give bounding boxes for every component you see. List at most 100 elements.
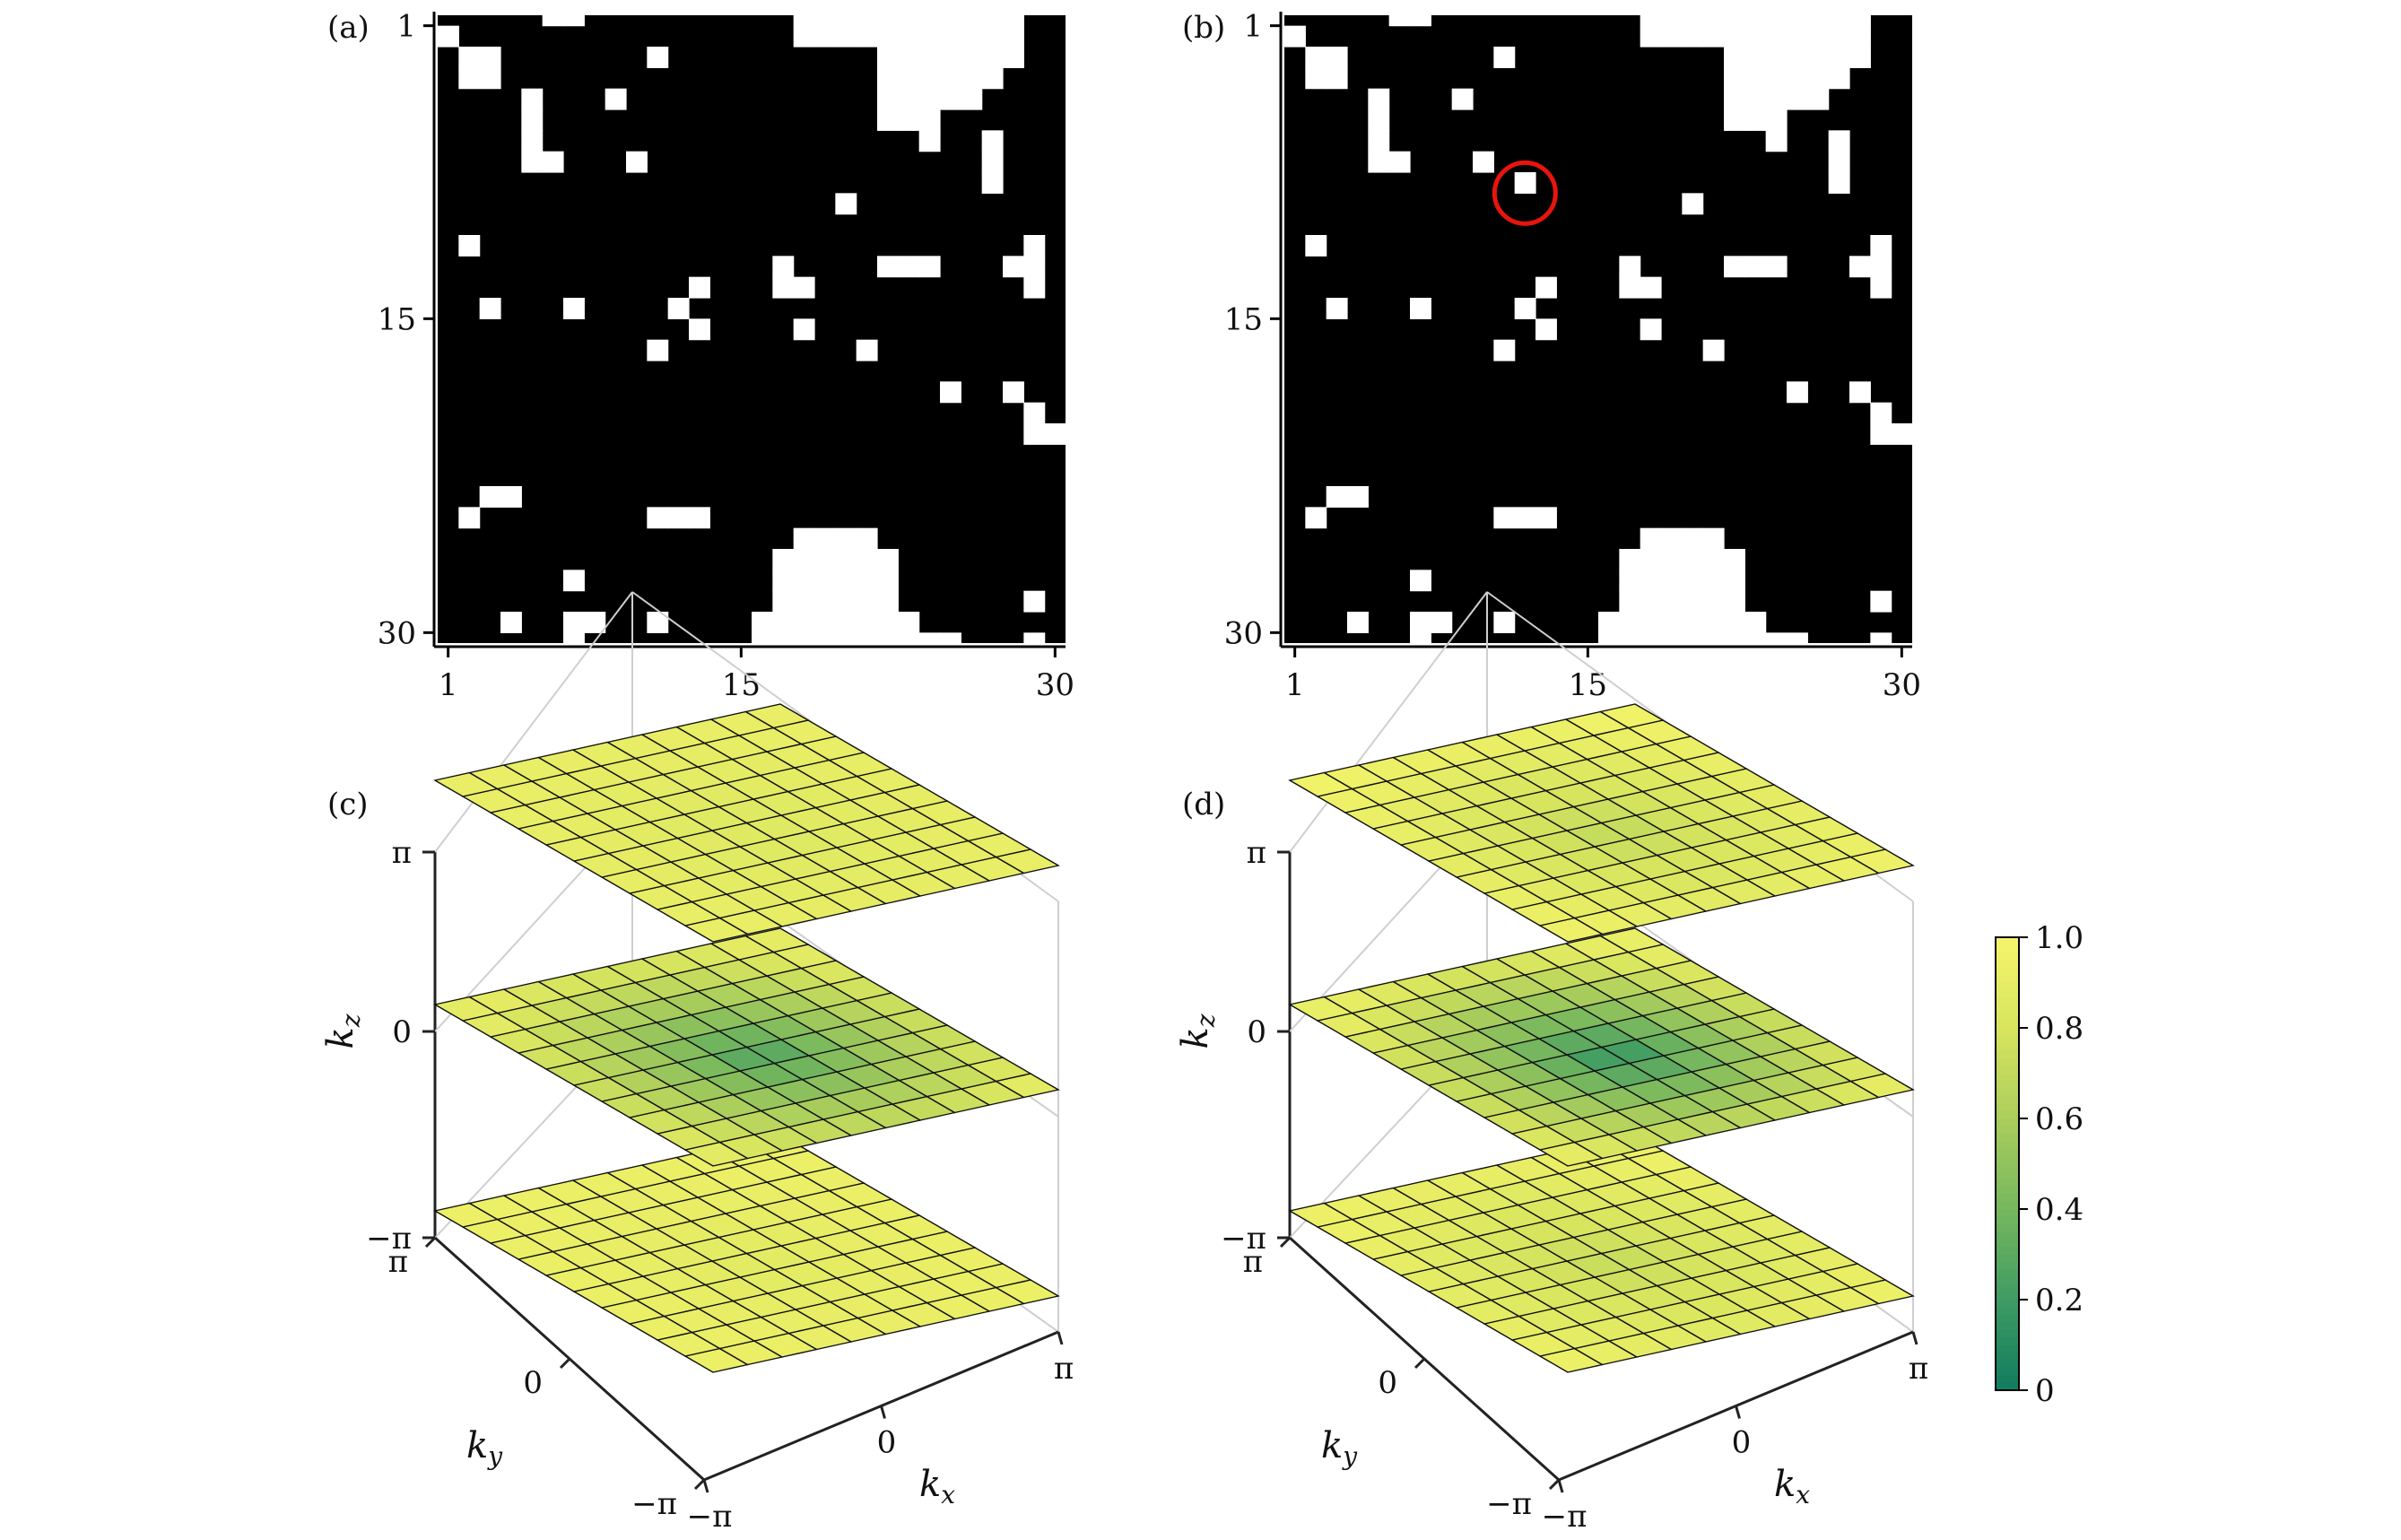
heatmap-cell [1724,47,1745,68]
kx-tick-label: 0 [1732,1425,1752,1461]
colorbar-segment [1996,1337,2019,1346]
heatmap-cell [918,256,941,278]
heatmap-cell [1870,590,1892,613]
surface-patch [744,927,810,953]
heatmap-cell [479,298,501,319]
heatmap-cell [479,67,501,90]
heatmap-cell [1023,235,1046,257]
heatmap-cell [1661,549,1683,570]
kx-tick [1557,1479,1564,1493]
colorbar-segment [1996,1073,2019,1082]
colorbar-segment [1996,1382,2019,1391]
colorbar-segment [1996,1066,2019,1075]
heatmap-cell [1284,25,1306,48]
heatmap-cell [521,151,544,173]
colorbar-segment [1996,1375,2019,1384]
heatmap-cell [814,549,836,570]
colorbar-segment [1996,975,2019,984]
colorbar-segment [1996,1194,2019,1203]
ky-tick-label: −π [631,1486,677,1522]
heatmap-cell [918,67,941,90]
heatmap-cell [1787,381,1808,404]
heatmap-cell [542,151,564,173]
colorbar-segment [1996,1148,2019,1158]
y-tick-label: 15 [1224,301,1263,337]
heatmap-cell [1702,612,1725,633]
heatmap-cell [1787,67,1808,90]
heatmap-cell [1003,47,1024,68]
heatmap-cell [647,47,669,68]
kz-tick-label: 0 [1247,1014,1266,1050]
ky-tick-label: π [1243,1244,1263,1280]
heatmap-cell [667,507,690,529]
kx-axis-label: kx [1774,1464,1810,1510]
heatmap-cell [793,612,815,633]
heatmap-cell [981,130,1004,152]
heatmap-cell [1619,570,1641,592]
heatmap-cell [1619,276,1641,299]
heatmap-cell [1514,172,1536,194]
ky-tick [1414,1357,1426,1370]
kx-tick [1057,1331,1064,1345]
heatmap-cell [1326,298,1348,319]
ky-label-sub: y [1341,1441,1358,1471]
heatmap-cell [521,130,544,152]
heatmap-cell [898,109,920,131]
colorbar-tick-label: 0.2 [2035,1283,2083,1318]
heatmap-cell [1368,109,1390,131]
colorbar-tick-label: 1.0 [2035,920,2083,956]
x-tick-label: 30 [1036,667,1074,703]
ky-tick-label: −π [1486,1486,1532,1522]
heatmap-cell [835,549,857,570]
heatmap-cell [835,612,857,633]
ky-axis-label: ky [466,1425,503,1471]
heatmap-cell [856,339,878,361]
y-tick-label: 1 [1243,9,1263,45]
colorbar-segment [1996,1170,2019,1180]
heatmap-cell [1702,549,1725,570]
colorbar-segment [1996,989,2019,999]
heatmap-cell [479,47,501,68]
heatmap-cell [1744,67,1767,90]
heatmap-cell [1326,47,1348,68]
heatmap-cell [877,570,899,592]
heatmap-cell [1682,527,1704,550]
heatmap-cell [1023,590,1046,613]
colorbar-segment [1996,1163,2019,1172]
heatmap-cell [1305,47,1327,68]
heatmap-cell [1828,172,1850,194]
heatmap-cell [1682,570,1704,592]
kz-tick-label: 0 [392,1014,412,1050]
heatmap-cell [1702,527,1725,550]
colorbar-segment [1996,1103,2019,1112]
heatmap-cell [877,67,899,90]
heatmap-cell [689,318,710,341]
heatmap-cell [1044,423,1066,445]
heatmap-cell [1305,67,1327,90]
heatmap-cell [1388,151,1411,173]
kx-tick [880,1405,886,1419]
heatmap-cell [1682,612,1704,633]
heatmap-cell [1598,612,1620,633]
colorbar-segment [1996,1223,2019,1233]
ky-tick-label: 0 [523,1365,543,1401]
heatmap-cell [1003,25,1024,48]
heatmap-cell [1023,256,1046,278]
heatmap-cell [1870,276,1892,299]
heatmap-cell [500,486,522,508]
kx-tick-label: −π [687,1499,733,1535]
ky-tick-label: 0 [1378,1365,1397,1401]
colorbar-frame [1995,936,2020,1391]
heatmap-cell [877,590,899,613]
heatmap-cell [647,612,669,633]
heatmap-cell [1724,67,1745,90]
heatmap-cell [689,507,710,529]
heatmap-cell [1661,612,1683,633]
heatmap-cell [772,256,795,278]
heatmap-cell [1724,590,1745,613]
heatmap-cell [856,590,878,613]
heatmap-cell [793,276,815,299]
colorbar-segment [1996,1126,2019,1135]
colorbar-segment [1996,1088,2019,1097]
